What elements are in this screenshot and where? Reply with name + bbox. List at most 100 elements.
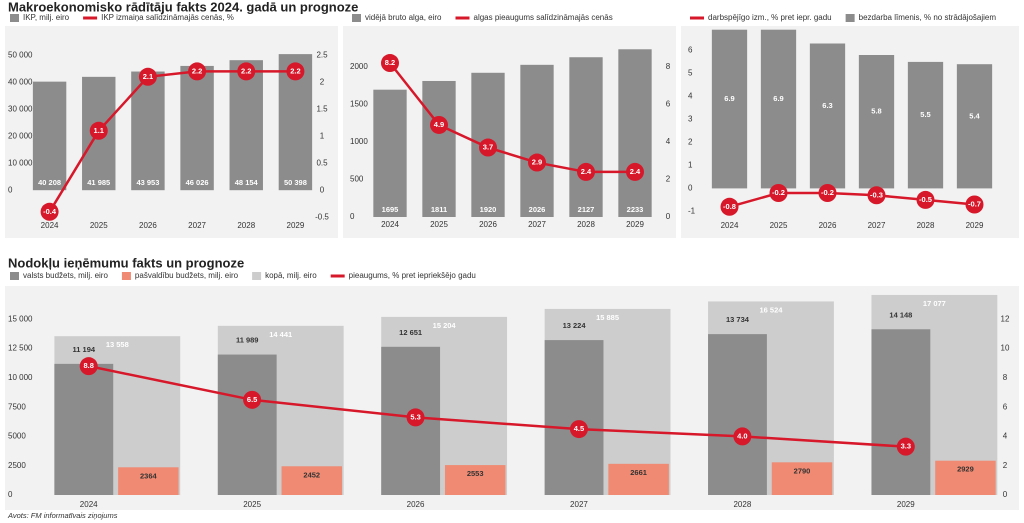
bar	[809, 43, 846, 189]
legend-swatch	[845, 14, 855, 22]
line-point	[243, 390, 262, 409]
y2-tick-label: 8	[666, 62, 671, 71]
bar-label: 1811	[431, 205, 447, 214]
bar	[569, 57, 603, 218]
y2-tick-label: 10	[1001, 344, 1010, 353]
bar	[618, 49, 652, 218]
x-tick-label: 2027	[528, 220, 546, 229]
line-point	[626, 162, 644, 181]
line-point	[867, 186, 886, 205]
y-tick-label: 0	[350, 212, 355, 221]
y2-tick-label: 0	[1003, 490, 1008, 499]
y-tick-label: 5	[688, 69, 693, 78]
bar-label: 15 885	[596, 313, 619, 322]
legend-label: valsts budžets, milj. eiro	[23, 271, 108, 280]
x-tick-label: 2025	[243, 500, 261, 509]
y2-tick-label: 4	[1003, 432, 1008, 441]
section-title: Makroekonomisko rādītāju fakts 2024. gad…	[8, 0, 358, 14]
x-tick-label: 2024	[80, 500, 98, 509]
bar-label: 5.4	[969, 111, 980, 120]
bar	[229, 60, 263, 191]
point-label: 3.3	[901, 442, 911, 451]
bar	[444, 465, 506, 495]
section-title: Nodokļu ieņēmumu fakts un prognoze	[8, 255, 244, 270]
x-tick-label: 2026	[407, 500, 425, 509]
x-tick-label: 2024	[721, 221, 739, 230]
x-tick-label: 2029	[897, 500, 915, 509]
bar	[373, 89, 407, 217]
point-label: -0.3	[870, 190, 883, 199]
x-tick-label: 2027	[868, 221, 886, 230]
bar-label: 1695	[382, 205, 399, 214]
bar	[54, 363, 114, 495]
legend-swatch	[252, 272, 262, 280]
y2-tick-label: 2	[320, 77, 325, 86]
bar	[760, 29, 797, 189]
legend-label: kopā, milj. eiro	[265, 271, 317, 280]
line-point	[79, 357, 98, 376]
point-label: 2.2	[241, 66, 251, 75]
bar-label: 2127	[578, 205, 595, 214]
bar	[858, 55, 895, 189]
x-tick-label: 2028	[733, 500, 751, 509]
line-point	[406, 408, 425, 427]
y-tick-label: 1000	[350, 137, 368, 146]
bar	[956, 64, 993, 189]
x-tick-label: 2026	[479, 220, 497, 229]
y-tick-label: 7500	[8, 402, 26, 411]
line-point	[188, 62, 207, 81]
bar	[608, 463, 669, 495]
bar-label: 2026	[529, 205, 546, 214]
bar-label: 14 148	[889, 310, 912, 319]
x-tick-label: 2029	[626, 220, 644, 229]
point-label: -0.2	[772, 188, 785, 197]
x-tick-label: 2025	[430, 220, 448, 229]
bar	[544, 340, 604, 495]
y2-tick-label: 0	[666, 212, 671, 221]
x-tick-label: 2028	[237, 221, 255, 230]
bar-label: 41 985	[87, 178, 110, 187]
line-point	[965, 195, 984, 214]
y2-tick-label: 8	[1003, 373, 1008, 382]
line-point	[138, 67, 157, 86]
bar-label: 50 398	[284, 178, 307, 187]
x-tick-label: 2024	[381, 220, 399, 229]
point-label: 8.2	[385, 58, 395, 67]
legend-label: IKP izmaiņa salīdzināmajās cenās, %	[101, 13, 234, 22]
bar-label: 48 154	[235, 178, 259, 187]
bar	[871, 329, 931, 495]
point-label: 4.0	[737, 431, 747, 440]
y2-tick-label: 0	[320, 185, 325, 194]
y-tick-label: 12 500	[8, 344, 33, 353]
bar	[520, 64, 554, 217]
y-tick-label: 10 000	[8, 373, 33, 382]
line-point	[40, 202, 59, 221]
x-tick-label: 2029	[287, 221, 305, 230]
point-label: 6.5	[247, 395, 257, 404]
y-tick-label: 50 000	[8, 50, 33, 59]
line-point	[479, 138, 497, 157]
bar	[935, 460, 996, 495]
point-label: -0.7	[968, 199, 981, 208]
line-point	[896, 437, 915, 456]
y2-tick-label: 2.5	[316, 50, 328, 59]
legend-label: IKP, milj. eiro	[23, 13, 70, 22]
point-label: 2.2	[290, 66, 300, 75]
line-point	[733, 427, 752, 446]
y-tick-label: 6	[688, 46, 693, 55]
point-label: 2.1	[143, 72, 153, 81]
bar-label: 13 224	[563, 321, 587, 330]
point-label: -0.2	[821, 188, 834, 197]
bar-label: 14 441	[269, 330, 292, 339]
bar-label: 40 208	[38, 178, 61, 187]
y-tick-label: 15 000	[8, 314, 33, 323]
y-tick-label: 30 000	[8, 104, 33, 113]
y2-tick-label: 4	[666, 137, 671, 146]
point-label: 2.4	[581, 167, 592, 176]
y2-tick-label: 6	[1003, 402, 1008, 411]
point-label: 4.9	[434, 120, 444, 129]
bar-label: 2452	[303, 470, 320, 479]
y2-tick-label: -0.5	[315, 212, 329, 221]
bar	[907, 61, 944, 189]
bar-label: 46 026	[186, 178, 209, 187]
